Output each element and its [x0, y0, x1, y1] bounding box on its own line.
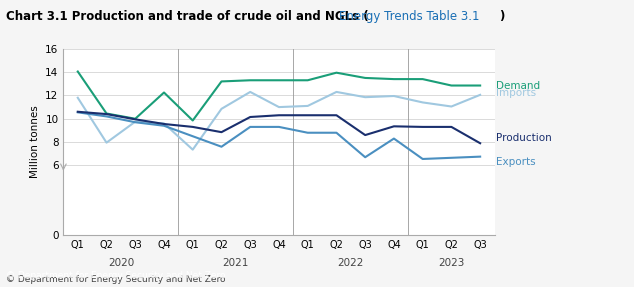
Text: 2023: 2023	[438, 258, 465, 268]
Y-axis label: Million tonnes: Million tonnes	[30, 106, 40, 179]
Text: Imports: Imports	[496, 88, 536, 98]
Text: 2020: 2020	[108, 258, 134, 268]
Text: Demand: Demand	[496, 81, 540, 90]
Text: ): )	[499, 10, 504, 23]
Text: © Department for Energy Security and Net Zero: © Department for Energy Security and Net…	[6, 271, 226, 280]
Text: © Department for Energy Security and Net Zero: © Department for Energy Security and Net…	[6, 275, 226, 284]
Text: Energy Trends Table 3.1: Energy Trends Table 3.1	[339, 10, 480, 23]
Text: 2021: 2021	[223, 258, 249, 268]
Text: Exports: Exports	[496, 158, 536, 168]
Text: Chart 3.1 Production and trade of crude oil and NGLs (: Chart 3.1 Production and trade of crude …	[6, 10, 369, 23]
Text: 2022: 2022	[338, 258, 364, 268]
Text: Production: Production	[496, 133, 552, 143]
